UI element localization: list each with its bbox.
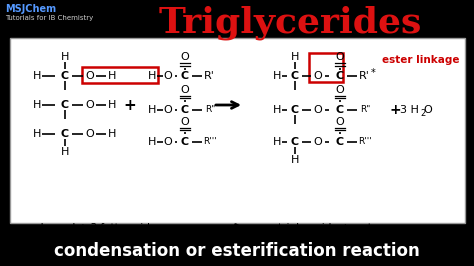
Text: C: C [336, 137, 344, 147]
Text: C: C [291, 105, 299, 115]
Text: R": R" [205, 106, 215, 114]
Text: +: + [124, 98, 137, 113]
Text: H: H [33, 129, 41, 139]
Text: R": R" [360, 106, 370, 114]
Text: C: C [181, 71, 189, 81]
Text: H: H [61, 52, 69, 62]
Text: C: C [291, 71, 299, 81]
Text: O: O [314, 105, 322, 115]
Text: C: C [291, 137, 299, 147]
Text: H: H [33, 71, 41, 81]
Text: H: H [33, 100, 41, 110]
Text: H: H [61, 147, 69, 157]
Text: C: C [61, 100, 69, 110]
Text: H: H [108, 129, 116, 139]
Text: H: H [108, 100, 116, 110]
Text: +: + [389, 103, 401, 117]
Text: C: C [336, 71, 344, 81]
Text: R''': R''' [358, 138, 372, 147]
Text: C: C [336, 105, 344, 115]
Text: H: H [273, 71, 281, 81]
Text: C: C [181, 137, 189, 147]
Text: H: H [291, 52, 299, 62]
Text: O: O [164, 137, 173, 147]
Text: MSJChem: MSJChem [5, 4, 56, 14]
Text: Tutorials for IB Chemistry: Tutorials for IB Chemistry [5, 15, 93, 21]
Text: ester linkage: ester linkage [382, 55, 459, 65]
Text: C: C [181, 105, 189, 115]
Text: O: O [181, 117, 190, 127]
Bar [10, 38, 465, 223]
Text: O: O [424, 105, 432, 115]
Text: H: H [273, 105, 281, 115]
Text: triglyceride + water: triglyceride + water [278, 223, 383, 233]
Text: R''': R''' [203, 138, 217, 147]
Text: O: O [181, 52, 190, 62]
Text: R': R' [358, 71, 369, 81]
Text: R': R' [203, 71, 214, 81]
Text: O: O [336, 85, 345, 95]
Text: C: C [61, 71, 69, 81]
Text: H: H [108, 71, 116, 81]
Text: H: H [148, 71, 156, 81]
Text: C: C [61, 129, 69, 139]
Text: O: O [164, 71, 173, 81]
Text: O: O [164, 105, 173, 115]
Text: O: O [314, 71, 322, 81]
Text: O: O [86, 129, 94, 139]
Text: O: O [181, 85, 190, 95]
Text: H: H [273, 137, 281, 147]
Bar [82, 67, 158, 83]
Text: 2: 2 [420, 109, 426, 118]
Bar [309, 53, 343, 82]
Text: *: * [371, 68, 375, 78]
Text: glycerol + 3 fatty acids: glycerol + 3 fatty acids [34, 223, 155, 233]
Text: O: O [314, 137, 322, 147]
Text: H: H [148, 137, 156, 147]
Text: Triglycerides: Triglycerides [158, 6, 422, 40]
Text: O: O [86, 100, 94, 110]
Text: H: H [148, 105, 156, 115]
Text: H: H [291, 155, 299, 165]
Text: O: O [86, 71, 94, 81]
Text: O: O [336, 52, 345, 62]
Text: condensation or esterification reaction: condensation or esterification reaction [54, 242, 420, 260]
Text: O: O [336, 117, 345, 127]
Text: 3 H: 3 H [400, 105, 419, 115]
